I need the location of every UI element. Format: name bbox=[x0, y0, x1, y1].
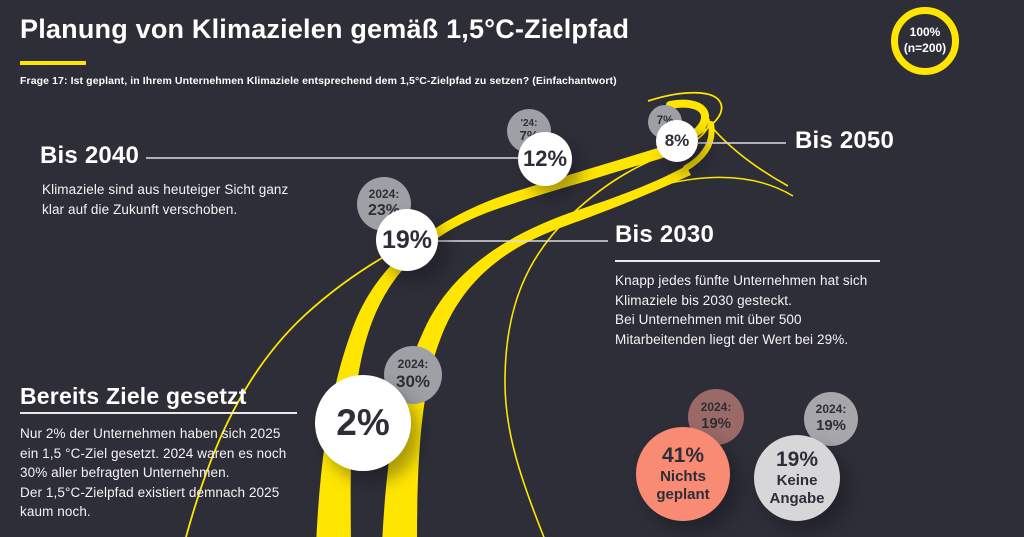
heading-bereits-ziele: Bereits Ziele gesetzt bbox=[20, 383, 247, 409]
node-2024-keine-angabe: 2024: 19% bbox=[804, 392, 858, 446]
sample-size-badge: 100% (n=200) bbox=[891, 7, 959, 75]
text-bis-2030: Knapp jedes fünfte Unternehmen hat sich K… bbox=[615, 273, 868, 347]
road-stripe-right bbox=[382, 166, 691, 537]
road-hairpin-sweep1 bbox=[704, 117, 789, 187]
page-title: Planung von Klimazielen gemäß 1,5°C-Ziel… bbox=[20, 14, 630, 44]
heading-bis-2030: Bis 2030 bbox=[615, 221, 715, 248]
text-bereits-ziele: Nur 2% der Unternehmen haben sich 2025 ei… bbox=[20, 426, 287, 520]
heading-bis-2050: Bis 2050 bbox=[795, 127, 895, 154]
node-2025-keine-angabe: 19% Keine Angabe bbox=[754, 435, 840, 521]
rule-bereits-ziele bbox=[20, 412, 297, 414]
node-2025-nichts-geplant: 41% Nichts geplant bbox=[636, 427, 730, 521]
text-bis-2040: Klimaziele sind aus heuteiger Sicht ganz… bbox=[42, 182, 289, 217]
node-2025-bereits: 2% bbox=[315, 375, 411, 471]
title-accent-bar bbox=[20, 61, 86, 65]
road-hairpin-thick2 bbox=[683, 121, 715, 171]
rule-bis-2030 bbox=[615, 260, 880, 262]
sample-size-n: (n=200) bbox=[903, 41, 947, 55]
node-2025-bis2050: 8% bbox=[656, 120, 698, 162]
road-hairpin-sweep2 bbox=[624, 176, 794, 198]
sample-size-percent: 100% bbox=[909, 25, 941, 40]
node-2025-bis2040: 12% bbox=[518, 132, 572, 186]
survey-question: Frage 17: Ist geplant, in Ihrem Unterneh… bbox=[20, 75, 617, 87]
node-2025-bis2030: 19% bbox=[376, 209, 438, 271]
heading-bis-2040: Bis 2040 bbox=[40, 142, 140, 169]
